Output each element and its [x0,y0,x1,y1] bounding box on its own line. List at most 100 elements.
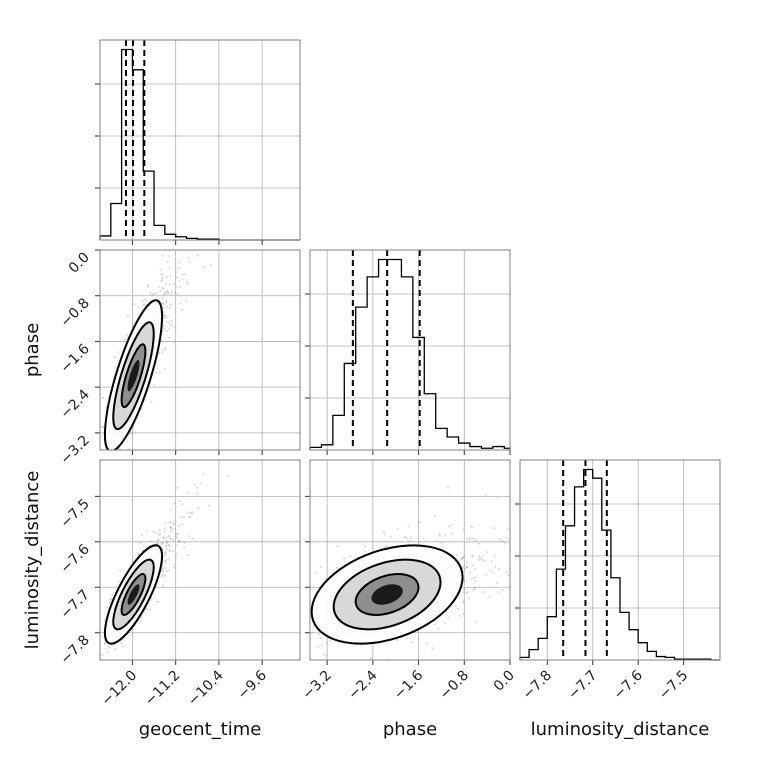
scatter-geocent-time-vs-phase-point-274 [162,314,165,317]
scatter-geocent-time-vs-phase-point-777 [144,298,147,301]
scatter-phase-vs-luminosity-distance-point-459 [336,545,339,548]
scatter-phase-vs-luminosity-distance-point-690 [470,577,474,580]
scatter-phase-vs-luminosity-distance-point-128 [505,571,508,574]
scatter-geocent-time-vs-luminosity-distance-point-466 [162,573,165,576]
scatter-geocent-time-vs-luminosity-distance-point-966 [175,536,178,539]
scatter-phase-vs-luminosity-distance-point-637 [321,644,324,647]
scatter-geocent-time-vs-luminosity-distance-point-878 [170,537,173,540]
scatter-geocent-time-vs-luminosity-distance-point-994 [164,545,168,548]
scatter-geocent-time-vs-phase-point-260 [117,351,120,354]
hist-phase-step-line [309,258,511,450]
scatter-geocent-time-vs-luminosity-distance-point-1109 [161,569,164,572]
scatter-phase-vs-luminosity-distance-point-667 [462,556,465,559]
scatter-phase-vs-luminosity-distance-point-1414 [343,557,346,560]
scatter-geocent-time-vs-luminosity-distance-point-334 [164,537,168,540]
scatter-phase-vs-luminosity-distance-point-683 [493,527,496,530]
scatter-geocent-time-vs-luminosity-distance-point-971 [190,512,193,515]
scatter-geocent-time-vs-luminosity-distance-point-270 [157,601,160,604]
scatter-geocent-time-vs-phase-point-220 [164,348,167,351]
scatter-geocent-time-vs-luminosity-distance-point-1200 [137,553,140,556]
scatter-geocent-time-vs-phase-point-1357 [185,299,188,302]
scatter-phase-vs-luminosity-distance-point-277 [324,577,327,580]
scatter-geocent-time-vs-luminosity-distance-point-853 [161,569,164,572]
scatter-geocent-time-vs-luminosity-distance-point-438 [159,543,163,546]
scatter-geocent-time-vs-luminosity-distance-point-1033 [161,541,164,545]
scatter-geocent-time-vs-luminosity-distance-point-257 [155,531,158,535]
scatter-geocent-time-vs-luminosity-distance-point-519 [183,541,186,544]
scatter-phase-vs-luminosity-distance-point-1288 [482,554,485,557]
scatter-geocent-time-vs-luminosity-distance-point-877 [106,605,109,609]
scatter-phase-vs-luminosity-distance-point-674 [482,590,485,594]
scatter-geocent-time-vs-luminosity-distance-point-436 [175,544,178,547]
scatter-phase-vs-luminosity-distance-point-583 [343,560,346,563]
scatter-geocent-time-vs-phase-point-1677 [143,303,146,306]
scatter-phase-vs-luminosity-distance-point-186 [448,525,451,528]
scatter-geocent-time-vs-phase-point-807 [154,292,158,295]
scatter-geocent-time-vs-luminosity-distance-point-1671 [166,548,169,551]
scatter-geocent-time-vs-luminosity-distance-point-115 [174,532,177,535]
scatter-geocent-time-vs-luminosity-distance-point-1174 [196,506,200,509]
scatter-geocent-time-vs-phase-point-24 [186,282,189,285]
scatter-geocent-time-vs-luminosity-distance-point-1626 [169,521,172,524]
hist-geocent-time-step-line [99,48,300,241]
scatter-geocent-time-vs-luminosity-distance-point-812 [158,533,161,536]
scatter-phase-vs-luminosity-distance-point-383 [469,571,472,574]
hist-geocent-time-frame [99,39,301,241]
scatter-phase-vs-luminosity-distance-point-1105 [444,622,447,625]
scatter-geocent-time-vs-phase-point-91 [146,283,149,287]
scatter-geocent-time-vs-luminosity-distance-point-1030 [136,552,139,555]
scatter-geocent-time-vs-phase-point-224 [164,346,167,349]
scatter-geocent-time-vs-phase-point-84 [167,255,170,258]
scatter-geocent-time-vs-phase-point-1105 [159,289,162,292]
scatter-geocent-time-vs-luminosity-distance-point-696 [103,642,106,646]
scatter-geocent-time-vs-luminosity-distance-contour-3 [127,584,140,605]
scatter-geocent-time-vs-phase-point-1567 [186,280,189,283]
scatter-geocent-time-vs-luminosity-distance-point-561 [186,553,189,557]
scatter-phase-vs-luminosity-distance-point-519 [465,587,468,590]
scatter-geocent-time-vs-luminosity-distance-point-1114 [108,601,111,604]
scatter-geocent-time-vs-phase-contour-3 [127,360,140,392]
scatter-geocent-time-vs-phase-point-1193 [165,320,168,323]
scatter-phase-vs-luminosity-distance-point-1024 [370,656,373,660]
scatter-geocent-time-vs-luminosity-distance-point-1418 [155,600,158,603]
scatter-geocent-time-vs-luminosity-distance-point-1477 [162,536,165,540]
scatter-phase-vs-luminosity-distance-point-1098 [504,542,507,545]
scatter-geocent-time-vs-phase-point-1220 [163,293,166,296]
scatter-geocent-time-vs-luminosity-distance-point-373 [117,580,120,583]
scatter-geocent-time-vs-phase-point-1647 [175,276,178,279]
scatter-geocent-time-vs-luminosity-distance-point-1641 [168,544,171,548]
scatter-geocent-time-vs-phase-point-532 [176,293,179,296]
scatter-phase-vs-luminosity-distance-point-686 [405,637,408,640]
scatter-geocent-time-vs-luminosity-distance-point-837 [169,530,172,533]
scatter-phase-vs-luminosity-distance-point-1395 [451,523,454,526]
scatter-geocent-time-vs-phase-point-651 [161,297,164,300]
scatter-phase-vs-luminosity-distance-point-993 [480,558,483,561]
scatter-geocent-time-vs-luminosity-distance-point-1118 [191,537,194,540]
scatter-phase-vs-luminosity-distance-point-159 [462,601,466,604]
scatter-phase-vs-luminosity-distance-point-77 [461,556,464,559]
scatter-geocent-time-vs-phase-point-738 [172,325,175,328]
scatter-geocent-time-vs-phase-point-1313 [101,425,104,428]
scatter-phase-vs-luminosity-distance-point-728 [501,539,504,542]
scatter-geocent-time-vs-luminosity-distance-point-160 [167,569,170,572]
scatter-geocent-time-vs-phase-point-459 [161,276,164,279]
scatter-geocent-time-vs-phase-point-1195 [196,254,199,257]
scatter-geocent-time-vs-phase-point-674 [180,308,183,311]
scatter-phase-vs-luminosity-distance-point-786 [382,530,386,533]
scatter-geocent-time-vs-phase-point-1524 [161,352,164,355]
scatter-geocent-time-vs-phase-point-64 [166,316,169,319]
scatter-geocent-time-vs-luminosity-distance-point-279 [120,642,123,645]
scatter-phase-vs-luminosity-distance-point-1168 [471,564,475,567]
scatter-geocent-time-vs-luminosity-distance-point-579 [170,527,173,530]
scatter-geocent-time-vs-phase-point-1332 [172,340,175,343]
hist-luminosity-distance-frame [519,459,721,661]
scatter-geocent-time-vs-luminosity-distance-point-667 [176,486,179,489]
scatter-phase-vs-luminosity-distance-point-966 [447,486,450,489]
scatter-geocent-time-vs-luminosity-distance-point-767 [114,648,117,651]
scatter-geocent-time-vs-luminosity-distance-point-167 [111,594,114,597]
scatter-geocent-time-vs-luminosity-distance-frame [99,459,301,661]
scatter-geocent-time-vs-luminosity-distance-point-1611 [164,521,167,524]
scatter-phase-vs-luminosity-distance-point-861 [471,555,474,558]
scatter-geocent-time-vs-luminosity-distance-point-663 [168,549,171,552]
scatter-geocent-time-vs-luminosity-distance-point-67 [176,532,179,535]
